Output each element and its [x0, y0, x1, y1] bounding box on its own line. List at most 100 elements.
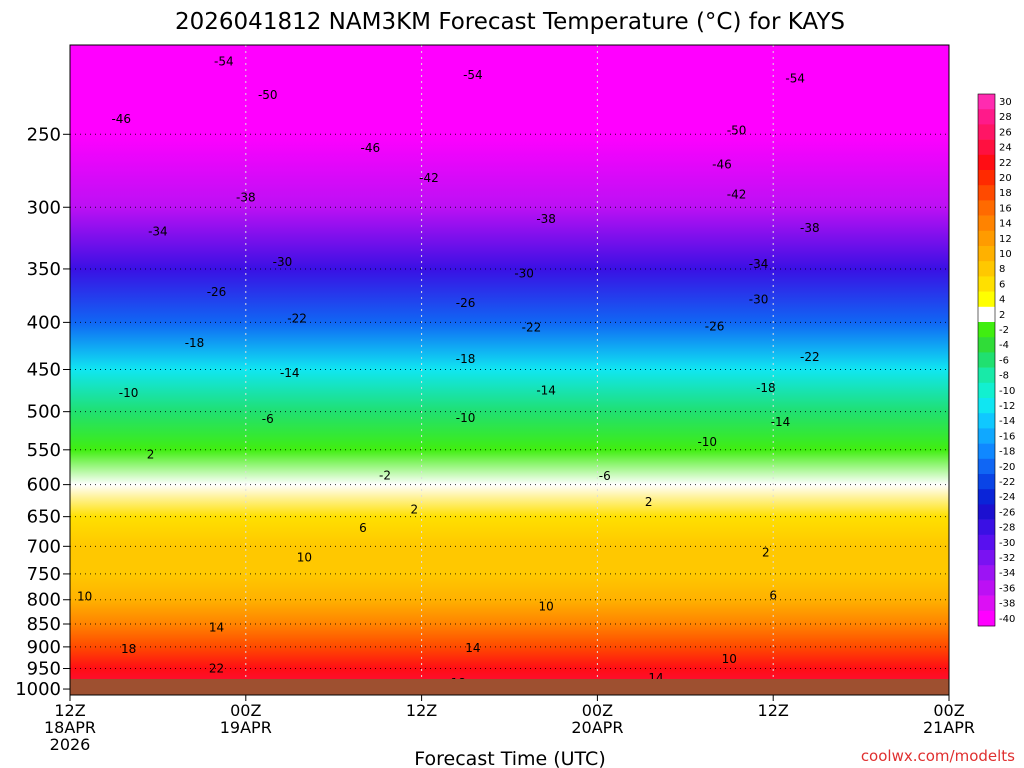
y-tick-label: 650 [27, 507, 61, 528]
contour-label: 14 [209, 620, 224, 634]
contour-label: -54 [463, 68, 483, 82]
contour-label: -18 [185, 336, 205, 350]
colorbar-swatch [978, 337, 995, 353]
contour-label: -18 [756, 381, 776, 395]
colorbar-swatch [978, 398, 995, 414]
contour-label: -18 [456, 352, 476, 366]
colorbar-label: -40 [999, 614, 1015, 625]
colorbar-swatch [978, 154, 995, 171]
colorbar-swatch [978, 595, 995, 612]
contour-label: -10 [456, 411, 476, 425]
contour-label: -38 [536, 212, 556, 226]
colorbar: 30 28 26 24 22 20 18 16 14 12 10 8 6 4 2 -2 -4 -6 -8 -10 -12… [977, 93, 1015, 627]
ground-surface [70, 679, 949, 695]
contour-label: -10 [697, 435, 717, 449]
colorbar-label: 22 [999, 158, 1012, 169]
colorbar-swatch [978, 474, 995, 490]
contour-label: -38 [800, 221, 820, 235]
colorbar-swatch [978, 124, 995, 140]
colorbar-swatch [978, 109, 995, 125]
contour-label: -14 [536, 383, 556, 397]
x-tick-label: 20APR [571, 718, 623, 737]
colorbar-label: 30 [999, 97, 1012, 108]
contour-label: -30 [749, 293, 769, 307]
x-tick-label: 12Z [758, 701, 789, 720]
colorbar-label: 2 [999, 310, 1005, 321]
colorbar-label: -8 [999, 371, 1009, 382]
x-tick-label: 2026 [50, 735, 91, 754]
colorbar-label: -38 [999, 599, 1015, 610]
colorbar-swatch [978, 322, 995, 338]
contour-label: -6 [599, 469, 611, 483]
colorbar-label: -36 [999, 583, 1015, 594]
x-tick-label: 19APR [220, 718, 272, 737]
contour-label: 14 [465, 641, 480, 655]
contour-label: -30 [514, 266, 534, 280]
contour-label: -46 [111, 112, 131, 126]
colorbar-swatch [978, 246, 995, 262]
colorbar-label: 28 [999, 112, 1012, 123]
colorbar-swatch [978, 291, 995, 308]
colorbar-swatch [978, 382, 995, 399]
colorbar-label: -2 [999, 325, 1009, 336]
colorbar-swatch [978, 550, 995, 566]
colorbar-label: 24 [999, 143, 1012, 154]
contour-label: -50 [727, 123, 747, 137]
contour-label: 2 [645, 495, 653, 509]
contour-label: -2 [379, 468, 391, 482]
colorbar-swatch [978, 170, 995, 186]
contour-label: -50 [258, 88, 278, 102]
colorbar-swatch [978, 428, 995, 444]
colorbar-swatch [978, 185, 995, 201]
colorbar-swatch [978, 610, 995, 627]
colorbar-swatch [978, 519, 995, 536]
x-tick-label: 12Z [406, 701, 437, 720]
colorbar-swatch [978, 352, 995, 368]
y-tick-label: 850 [27, 614, 61, 635]
colorbar-swatch [978, 504, 995, 520]
x-tick-label: 18APR [44, 718, 96, 737]
contour-label: 18 [121, 642, 136, 656]
temperature-shading [70, 45, 949, 695]
y-tick-label: 300 [27, 197, 61, 218]
contour-label: -14 [771, 415, 791, 429]
x-tick-label: 00Z [230, 701, 261, 720]
colorbar-swatch [978, 565, 995, 581]
y-tick-label: 750 [27, 564, 61, 585]
colorbar-label: -24 [999, 492, 1015, 503]
y-tick-label: 1000 [15, 679, 61, 700]
contour-label: -26 [456, 296, 476, 310]
colorbar-label: -6 [999, 355, 1009, 366]
y-tick-label: 900 [27, 637, 61, 658]
contour-label: 10 [538, 600, 553, 614]
colorbar-label: 10 [999, 249, 1012, 260]
colorbar-swatch [978, 200, 995, 216]
colorbar-label: 4 [999, 295, 1005, 306]
y-tick-label: 350 [27, 259, 61, 280]
credit-link[interactable]: coolwx.com/modelts [861, 747, 1015, 765]
y-axis: 2503003504004505005506006507007508008509… [15, 124, 70, 700]
colorbar-swatch [978, 534, 995, 551]
contour-label: -30 [273, 255, 293, 269]
colorbar-label: -26 [999, 507, 1015, 518]
colorbar-swatch [978, 413, 995, 429]
colorbar-swatch [978, 306, 995, 323]
y-tick-label: 800 [27, 590, 61, 611]
contour-label: -6 [262, 412, 274, 426]
contour-label: 10 [297, 550, 312, 564]
contour-label: -38 [236, 190, 256, 204]
contour-label: -34 [749, 257, 769, 271]
y-tick-label: 400 [27, 312, 61, 333]
colorbar-swatch [978, 261, 995, 277]
contour-label: -54 [214, 55, 234, 69]
colorbar-label: -18 [999, 447, 1015, 458]
colorbar-label: 6 [999, 279, 1005, 290]
colorbar-label: -34 [999, 568, 1015, 579]
y-tick-label: 950 [27, 659, 61, 680]
colorbar-swatch [978, 139, 995, 156]
contour-label: 22 [209, 661, 224, 675]
y-tick-label: 550 [27, 440, 61, 461]
contour-label: 2 [147, 447, 155, 461]
